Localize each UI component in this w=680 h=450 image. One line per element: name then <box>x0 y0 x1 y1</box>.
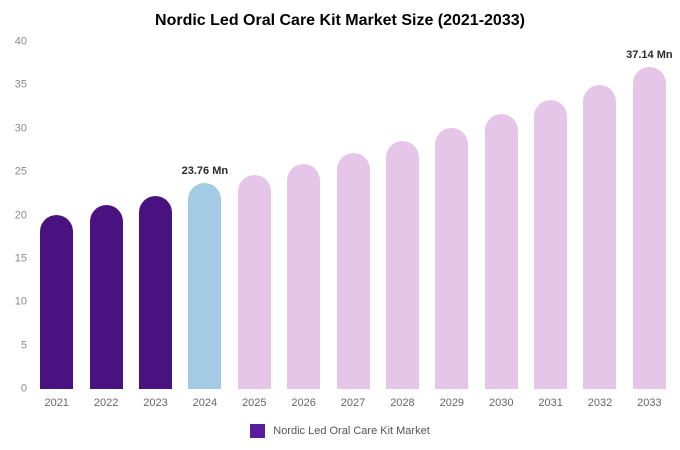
x-axis-label: 2029 <box>439 397 465 409</box>
x-axis-label: 2025 <box>242 397 267 409</box>
bar-column <box>328 42 377 389</box>
x-axis-label: 2027 <box>340 397 366 409</box>
y-tick-label: 35 <box>14 78 27 91</box>
x-axis-label: 2022 <box>93 397 119 409</box>
x-axis-label: 2024 <box>192 397 218 409</box>
chart-body: 0 5 10 15 20 25 30 35 40 23.76 Mn 37.14 Mn <box>6 36 674 394</box>
bar <box>336 153 370 389</box>
legend: Nordic Led Oral Care Kit Market <box>6 424 674 438</box>
y-tick-label: 5 <box>20 339 27 352</box>
bar <box>40 214 74 389</box>
bar <box>632 66 666 389</box>
x-axis: 2021 2022 2023 2024 2025 2026 2027 2028 2029 2030… <box>32 389 674 409</box>
x-axis-label: 2026 <box>291 397 316 409</box>
bar <box>583 85 617 389</box>
x-axis-label: 2028 <box>390 397 415 409</box>
y-tick-label: 10 <box>14 295 27 308</box>
bar-column: 23.76 Mn <box>180 42 229 389</box>
bar <box>534 100 568 389</box>
bar-column <box>427 42 476 389</box>
y-tick-label: 15 <box>14 252 27 265</box>
bar <box>138 196 172 389</box>
bar-column <box>279 42 328 389</box>
bar-column <box>526 42 575 389</box>
x-axis-label: 2031 <box>538 397 563 409</box>
x-axis-label: 2030 <box>488 397 514 409</box>
x-axis-label: 2021 <box>44 397 69 409</box>
x-axis-label: 2033 <box>637 397 662 409</box>
y-tick-label: 0 <box>20 382 27 395</box>
bar-column <box>230 42 279 389</box>
bar-column <box>378 42 427 389</box>
chart-title: Nordic Led Oral Care Kit Market Size (20… <box>155 12 525 29</box>
legend-label: Nordic Led Oral Care Kit Market <box>273 425 430 437</box>
bar-column: 37.14 Mn <box>625 42 674 389</box>
y-tick-label: 40 <box>14 35 27 48</box>
y-tick-label: 30 <box>14 122 27 135</box>
plot-area: 23.76 Mn 37.14 Mn <box>32 42 674 389</box>
bar-column <box>131 42 180 389</box>
y-tick-label: 20 <box>14 209 27 221</box>
bar-column <box>32 42 81 389</box>
bar-value-label: 37.14 Mn <box>626 48 673 61</box>
bar <box>89 205 123 389</box>
bar <box>237 174 271 389</box>
y-axis: 0 5 10 15 20 25 30 35 40 <box>6 36 32 394</box>
bar <box>484 114 518 389</box>
bar <box>385 140 419 389</box>
y-tick-label: 25 <box>14 165 27 178</box>
bar-value-label: 23.76 Mn <box>181 164 229 177</box>
bar-column <box>81 42 130 389</box>
x-axis-label: 2023 <box>143 397 168 409</box>
bar-column <box>477 42 526 389</box>
x-axis-label: 2032 <box>587 397 613 409</box>
legend-swatch <box>250 424 266 438</box>
bar-column <box>575 42 624 389</box>
bar <box>287 164 321 389</box>
chart-container: Nordic Led Oral Care Kit Market Size (20… <box>6 12 674 438</box>
bar <box>188 182 222 389</box>
bar <box>435 127 469 389</box>
